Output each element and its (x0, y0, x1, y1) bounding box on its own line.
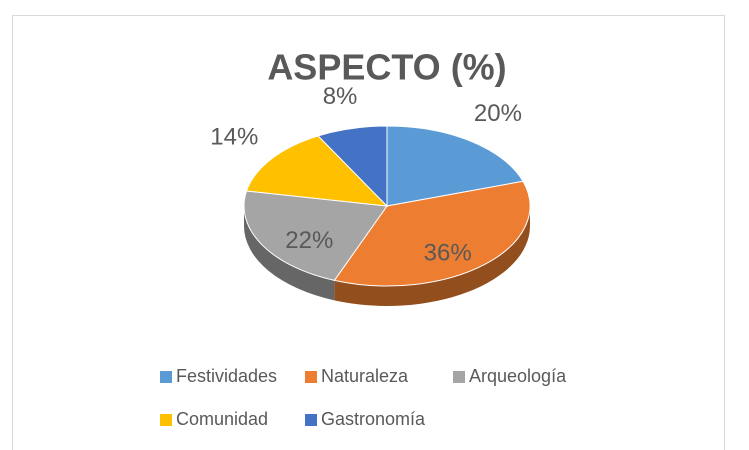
legend-swatch (160, 371, 172, 383)
pie-side (334, 206, 530, 306)
legend-label: Gastronomía (321, 409, 426, 429)
legend-label: Arqueología (469, 366, 567, 386)
legend-swatch (160, 414, 172, 426)
data-label: 22% (285, 227, 333, 254)
legend-label: Comunidad (176, 409, 268, 429)
legend-label: Naturaleza (321, 366, 409, 386)
pie-slice (386, 125, 524, 207)
legend-swatch (305, 414, 317, 426)
data-label: 14% (210, 123, 258, 150)
legend-swatch (305, 371, 317, 383)
chart-frame (12, 15, 725, 450)
legend-swatch (453, 371, 465, 383)
pie-slice (333, 180, 531, 287)
data-label: 36% (424, 240, 472, 267)
legend-label: Festividades (176, 366, 277, 386)
pie-slice (245, 135, 389, 207)
chart-title: ASPECTO (%) (267, 47, 506, 88)
pie-side (244, 206, 335, 301)
pie-slice (317, 125, 388, 208)
data-label: 8% (323, 83, 358, 110)
pie-slice (243, 190, 388, 281)
data-label: 20% (474, 100, 522, 127)
